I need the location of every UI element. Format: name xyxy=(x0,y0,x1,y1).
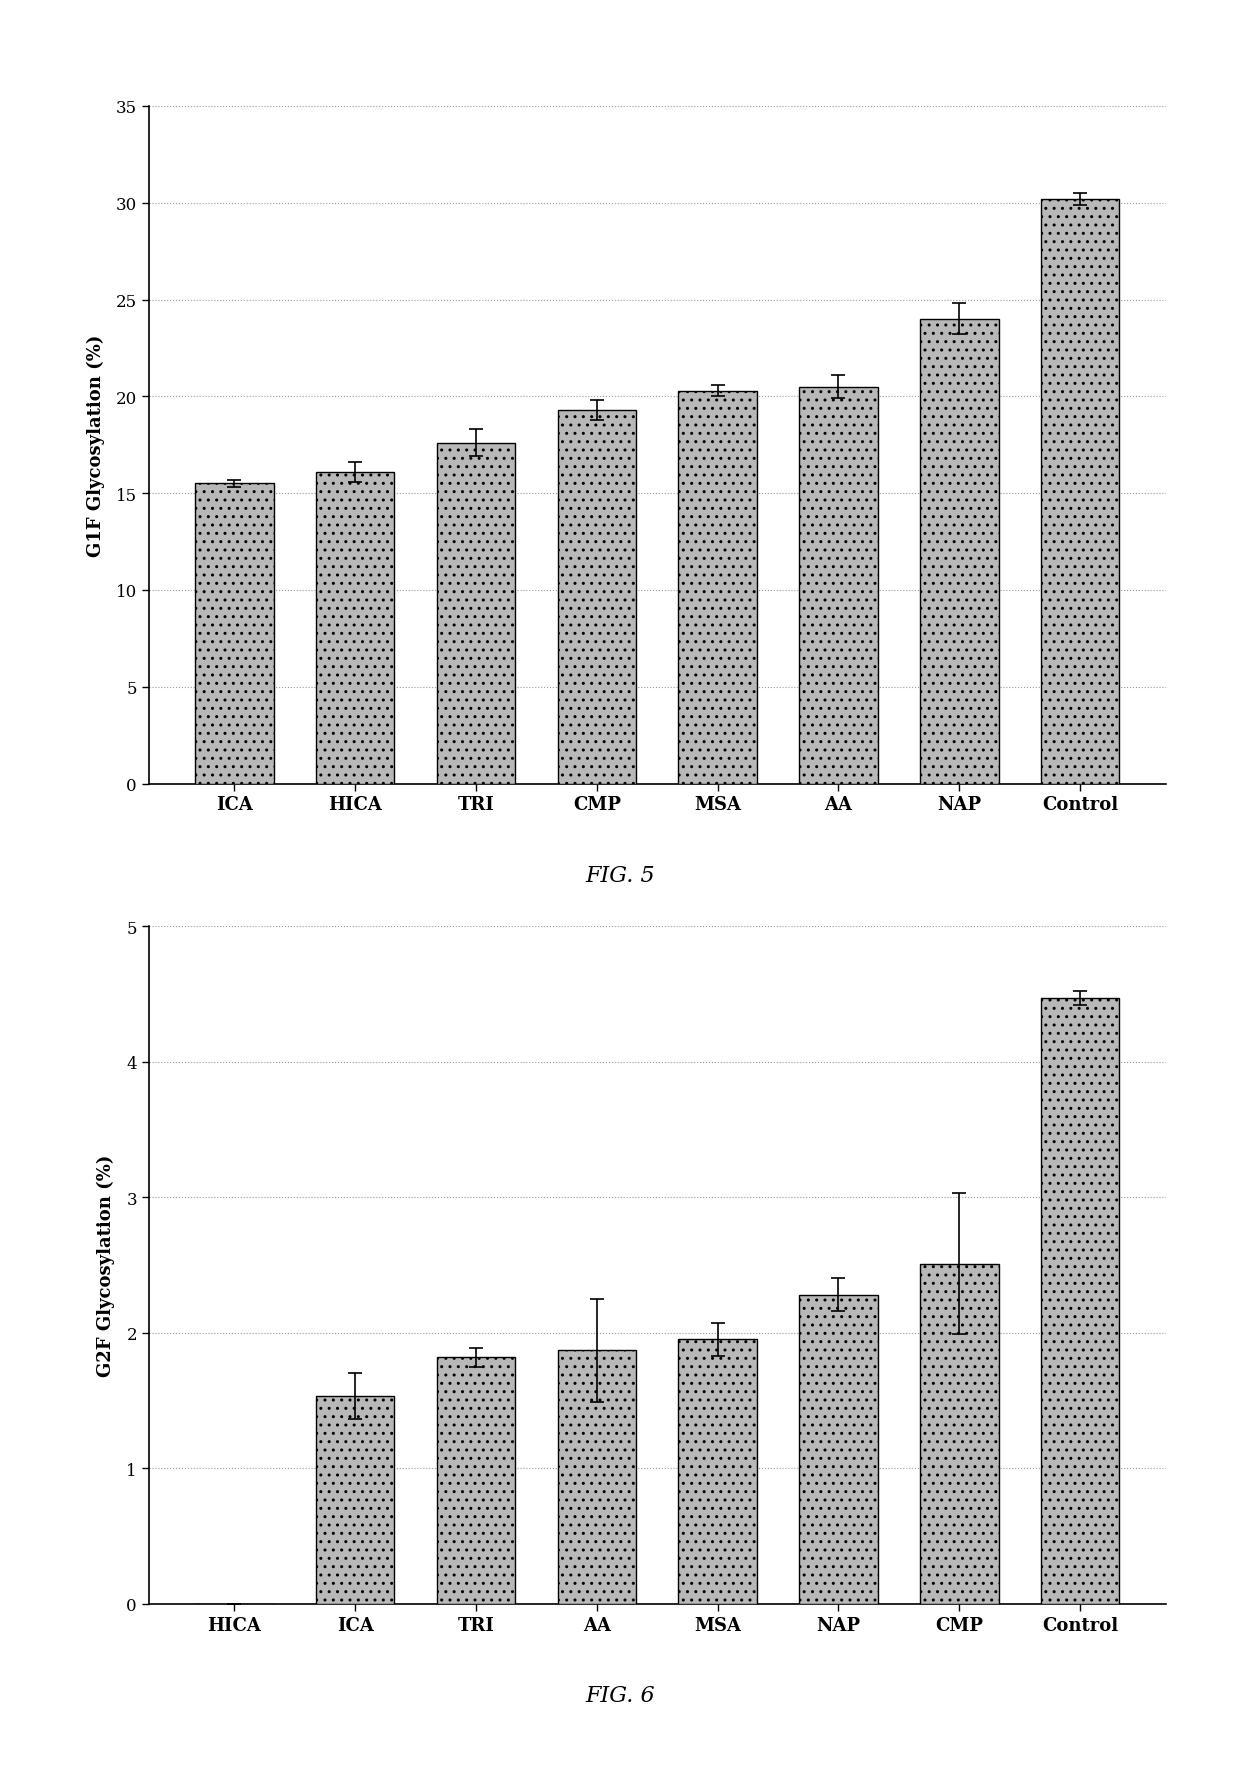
Bar xyxy=(558,1351,636,1604)
Bar xyxy=(558,410,636,784)
Bar xyxy=(678,392,756,784)
Bar xyxy=(316,472,394,784)
Y-axis label: G2F Glycosylation (%): G2F Glycosylation (%) xyxy=(97,1155,115,1376)
Bar xyxy=(799,387,878,784)
Bar xyxy=(678,1340,756,1604)
Bar xyxy=(436,1358,516,1604)
Bar xyxy=(920,1263,998,1604)
Text: FIG. 5: FIG. 5 xyxy=(585,864,655,886)
Bar xyxy=(195,485,274,784)
Bar xyxy=(1040,200,1120,784)
Text: FIG. 6: FIG. 6 xyxy=(585,1684,655,1705)
Bar xyxy=(799,1296,878,1604)
Bar xyxy=(1040,998,1120,1604)
Bar xyxy=(920,319,998,784)
Bar xyxy=(436,444,516,784)
Y-axis label: G1F Glycosylation (%): G1F Glycosylation (%) xyxy=(87,335,104,556)
Bar xyxy=(316,1397,394,1604)
